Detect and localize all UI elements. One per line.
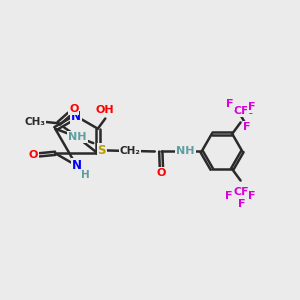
Text: O: O [157,168,166,178]
Text: OH: OH [96,105,115,115]
Text: CH₃: CH₃ [24,117,45,127]
Text: O: O [69,104,79,115]
Text: N: N [72,159,82,172]
Text: O: O [29,150,38,160]
Text: S: S [98,144,106,157]
Text: CF₃: CF₃ [234,187,254,197]
Text: F: F [238,199,246,209]
Text: NH: NH [176,146,195,157]
Text: H: H [81,170,90,180]
Text: CH₂: CH₂ [120,146,141,156]
Text: F: F [248,191,256,201]
Text: F: F [243,122,251,132]
Text: F: F [226,99,234,109]
Text: CF₃: CF₃ [234,106,254,116]
Text: F: F [248,102,256,112]
Text: NH: NH [68,132,87,142]
Text: N: N [71,110,81,123]
Text: F: F [225,191,233,201]
